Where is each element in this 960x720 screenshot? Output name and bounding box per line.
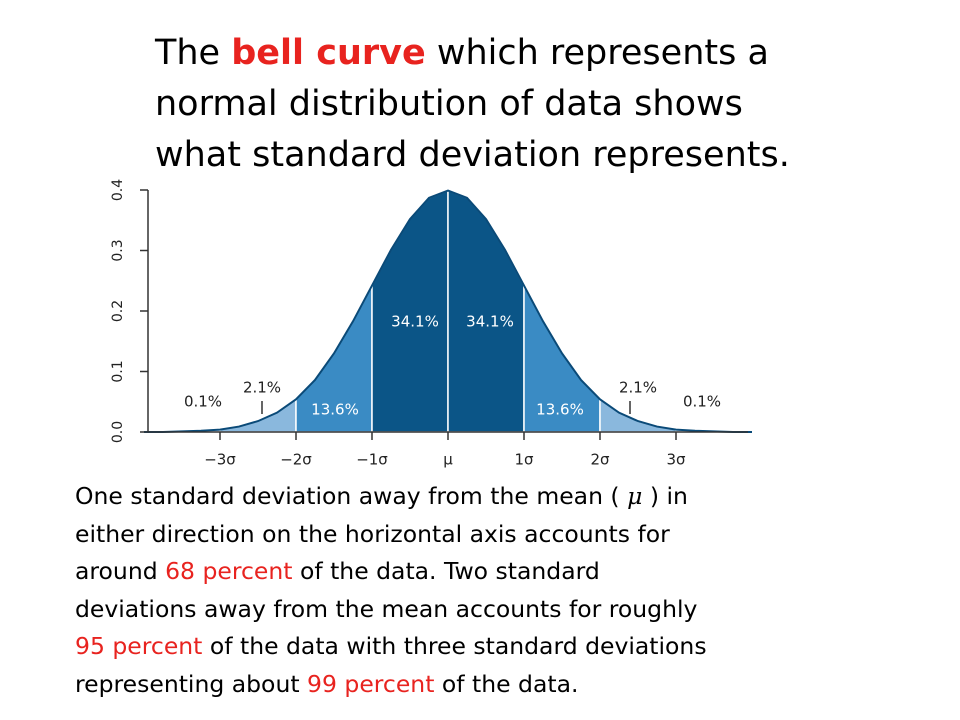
body-text: One standard deviation away from the mea… [75, 482, 628, 510]
title-text: which represents a [425, 33, 769, 73]
x-tick-label: 2σ [590, 451, 610, 469]
y-tick-label: 0.2 [110, 300, 126, 322]
body-text: around [75, 557, 166, 585]
body-text: of the data. Two standard [292, 557, 600, 585]
region-label: 34.1% [391, 313, 439, 331]
body-text: of the data. [434, 669, 579, 698]
y-tick-label: 0.3 [110, 239, 126, 261]
body-text: representing about [75, 669, 308, 698]
title-highlight: bell curve [231, 33, 426, 73]
region-label: 0.1% [683, 393, 721, 411]
y-tick-label: 0.1 [110, 360, 126, 382]
title-text: what standard deviation represents. [155, 135, 790, 175]
y-tick-label: 0.0 [110, 421, 126, 443]
region [371, 189, 449, 433]
body-highlight: 99 percent [307, 669, 435, 698]
body-highlight: 95 percent [75, 632, 203, 660]
x-tick-label: −2σ [280, 451, 312, 469]
region [447, 189, 525, 433]
region-label: 2.1% [619, 379, 657, 397]
title-text: normal distribution of data shows [155, 84, 743, 124]
y-tick-label: 0.4 [110, 179, 126, 201]
body-text: ) in [642, 482, 688, 510]
title-text: The [155, 33, 232, 73]
x-tick-label: −3σ [204, 451, 236, 469]
body-text: deviations away from the mean accounts f… [75, 594, 698, 623]
slide-title: The bell curve which represents a normal … [155, 28, 790, 181]
region-label: 2.1% [243, 379, 281, 397]
x-tick-label: 3σ [666, 451, 686, 469]
region-label: 13.6% [311, 401, 359, 419]
region-label: 13.6% [536, 401, 584, 419]
x-tick-label: −1σ [356, 451, 388, 469]
slide-body: One standard deviation away from the mea… [75, 478, 707, 703]
x-tick-label: μ [443, 451, 453, 469]
body-text: either direction on the horizontal axis … [75, 519, 670, 548]
body-text: of the data with three standard deviatio… [202, 632, 707, 660]
mu-symbol: μ [627, 482, 643, 510]
curve [144, 189, 752, 433]
body-highlight: 68 percent [165, 557, 293, 585]
region-label: 34.1% [466, 313, 514, 331]
region-label: 0.1% [184, 393, 222, 411]
x-tick-label: 1σ [514, 451, 534, 469]
